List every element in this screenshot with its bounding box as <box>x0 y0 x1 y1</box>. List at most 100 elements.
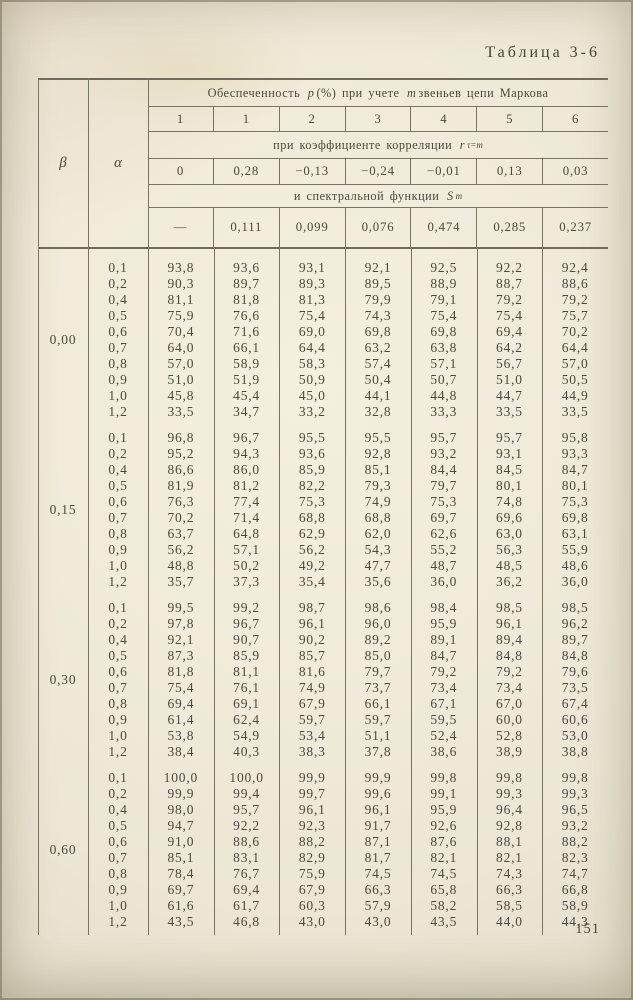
data-cell: 67,0 <box>496 696 523 711</box>
data-cell: 62,9 <box>298 526 326 541</box>
data-cell: 70,2 <box>167 510 195 525</box>
alpha-value: 0,6 <box>108 664 128 679</box>
data-cell: 96,7 <box>233 616 260 631</box>
spectral-values-row: —0,111 0,099 0,076 0,474 0,285 0,237 <box>148 208 608 247</box>
data-cell: 81,6 <box>298 664 326 679</box>
data-cell: 92,2 <box>233 818 260 833</box>
data-cell: 80,1 <box>561 478 589 493</box>
data-cell: 93,6 <box>298 446 326 461</box>
table-row: 0,2 95,2 94,3 93,6 92,8 93,2 93,1 93,3 <box>88 446 608 462</box>
data-cell: 88,9 <box>430 276 458 291</box>
data-cell: 100,0 <box>229 770 264 785</box>
data-cell: 46,8 <box>233 914 260 929</box>
data-cell: 96,8 <box>167 430 195 445</box>
data-cell: 50,5 <box>561 372 589 387</box>
data-cell: 89,3 <box>298 276 326 291</box>
data-cell: 91,0 <box>167 834 195 849</box>
data-cell: 50,9 <box>298 372 326 387</box>
data-cell: 43,5 <box>167 914 195 929</box>
data-cell: 67,4 <box>561 696 589 711</box>
block-rows: 0,1 93,8 93,6 93,1 92,1 92,5 92,2 92,4 0,2 90,3 89… <box>88 260 608 420</box>
data-cell: 98,0 <box>167 802 195 817</box>
data-cell: 75,3 <box>430 494 458 509</box>
column-number: 2 <box>280 107 346 131</box>
correlation-value: −0,13 <box>280 159 346 184</box>
alpha-value: 0,8 <box>108 526 128 541</box>
data-cell: 91,7 <box>364 818 392 833</box>
alpha-value: 1,2 <box>108 574 128 589</box>
data-cell: 69,1 <box>233 696 260 711</box>
data-cell: 92,8 <box>496 818 523 833</box>
correlation-value: 0,03 <box>562 164 589 178</box>
data-cell: 76,1 <box>233 680 260 695</box>
data-block: 0,15 0,1 96,8 96,7 95,5 95,5 95,7 95,7 95,8 0,2 95… <box>38 430 608 590</box>
data-cell: 33,5 <box>561 404 589 419</box>
data-cell: 48,5 <box>496 558 523 573</box>
data-cell: 77,4 <box>233 494 260 509</box>
data-cell: 33,3 <box>430 404 458 419</box>
data-cell: 58,3 <box>298 356 326 371</box>
data-cell: 84,8 <box>561 648 589 663</box>
data-cell: 53,8 <box>167 728 195 743</box>
data-cell: 69,4 <box>167 696 195 711</box>
data-cell: 90,2 <box>298 632 326 647</box>
table-row: 0,1 96,8 96,7 95,5 95,5 95,7 95,7 95,8 <box>88 430 608 446</box>
data-cell: 70,4 <box>167 324 195 339</box>
data-cell: 57,4 <box>364 356 392 371</box>
block-rows: 0,1 96,8 96,7 95,5 95,5 95,7 95,7 95,8 0,2 95,2 94… <box>88 430 608 590</box>
data-cell: 48,8 <box>167 558 195 573</box>
column-divider <box>542 249 543 935</box>
data-cell: 64,0 <box>167 340 195 355</box>
data-cell: 95,9 <box>430 802 458 817</box>
data-cell: 98,5 <box>496 600 523 615</box>
alpha-value: 0,9 <box>108 712 128 727</box>
data-cell: 81,2 <box>233 478 260 493</box>
alpha-value: 0,5 <box>108 648 128 663</box>
correlation-value: 0,28 <box>214 159 280 184</box>
data-cell: 51,1 <box>364 728 392 743</box>
data-cell: 36,0 <box>561 574 589 589</box>
table-row: 0,7 70,2 71,4 68,8 68,8 69,7 69,6 69,8 <box>88 510 608 526</box>
alpha-data-divider <box>148 78 149 935</box>
data-cell: 85,7 <box>298 648 326 663</box>
data-cell: 71,6 <box>233 324 260 339</box>
data-cell: 85,9 <box>298 462 326 477</box>
data-cell: 88,1 <box>496 834 523 849</box>
data-cell: 65,8 <box>430 882 458 897</box>
alpha-value: 0,4 <box>108 292 128 307</box>
alpha-value: 1,0 <box>108 728 128 743</box>
data-cell: 99,7 <box>298 786 326 801</box>
data-cell: 63,2 <box>364 340 392 355</box>
data-cell: 44,1 <box>364 388 392 403</box>
alpha-value: 0,4 <box>108 802 128 817</box>
beta-value: 0,30 <box>49 672 77 687</box>
data-cell: 95,5 <box>298 430 326 445</box>
data-cell: 44,7 <box>496 388 523 403</box>
data-cell: 60,0 <box>496 712 523 727</box>
table-row: 0,6 91,0 88,6 88,2 87,1 87,6 88,1 88,2 <box>88 834 608 850</box>
table-row: 0,5 94,7 92,2 92,3 91,7 92,6 92,8 93,2 <box>88 818 608 834</box>
data-cell: 85,1 <box>167 850 195 865</box>
alpha-value: 0,5 <box>108 308 128 323</box>
data-cell: 96,4 <box>496 802 523 817</box>
data-cell: 82,2 <box>298 478 326 493</box>
data-cell: 85,1 <box>364 462 392 477</box>
table-row: 0,9 56,2 57,1 56,2 54,3 55,2 56,3 55,9 <box>88 542 608 558</box>
table-row: 1,2 38,4 40,3 38,3 37,8 38,6 38,9 38,8 <box>88 744 608 760</box>
data-cell: 60,6 <box>561 712 589 727</box>
var-r: r <box>459 137 466 152</box>
data-cell: 36,0 <box>430 574 458 589</box>
data-cell: 66,1 <box>233 340 260 355</box>
data-cell: 81,8 <box>233 292 260 307</box>
data-cell: 38,6 <box>430 744 458 759</box>
alpha-value: 0,1 <box>108 430 128 445</box>
data-cell: 51,9 <box>233 372 260 387</box>
table-top-rule <box>38 78 608 80</box>
data-cell: 52,4 <box>430 728 458 743</box>
alpha-value: 0,6 <box>108 834 128 849</box>
data-cell: 69,7 <box>167 882 195 897</box>
data-cell: 45,0 <box>298 388 326 403</box>
data-cell: 50,4 <box>364 372 392 387</box>
data-cell: 81,3 <box>298 292 326 307</box>
